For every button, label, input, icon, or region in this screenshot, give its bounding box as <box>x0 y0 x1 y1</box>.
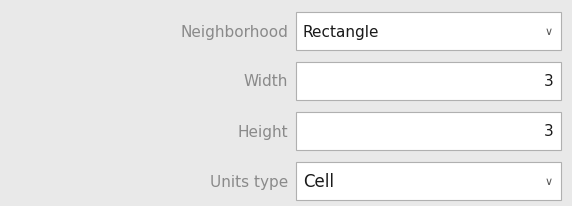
Text: ∨: ∨ <box>545 27 553 37</box>
Text: Cell: Cell <box>303 172 334 190</box>
Bar <box>296 162 561 200</box>
Bar <box>296 13 561 51</box>
Text: 3: 3 <box>544 74 554 89</box>
Text: ∨: ∨ <box>545 176 553 186</box>
Bar <box>296 112 561 150</box>
Bar <box>296 63 561 101</box>
Text: Width: Width <box>244 74 288 89</box>
Text: Neighborhood: Neighborhood <box>180 24 288 39</box>
Text: Height: Height <box>237 124 288 139</box>
Text: 3: 3 <box>544 124 554 139</box>
Text: Rectangle: Rectangle <box>303 24 379 39</box>
Text: Units type: Units type <box>210 174 288 188</box>
